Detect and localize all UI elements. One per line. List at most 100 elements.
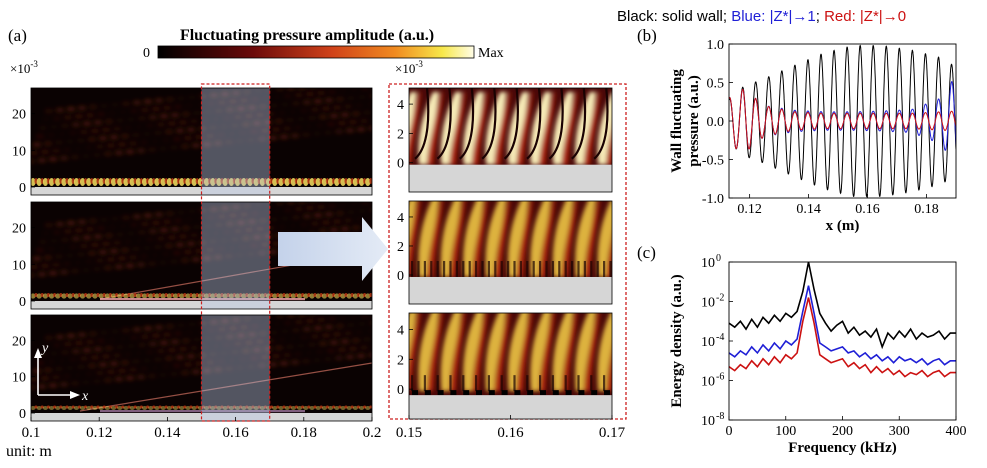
near-wall-band	[31, 293, 372, 299]
y-tick-label: 10	[701, 296, 715, 311]
dark-curve	[414, 88, 430, 160]
y-scale-label: ×10-3	[10, 59, 38, 76]
spectrum-line-blue	[729, 285, 956, 366]
wave-band	[31, 202, 372, 278]
colorbar-max: Max	[478, 46, 504, 61]
wall-surface	[31, 187, 372, 195]
y-tick-label: 0	[19, 181, 26, 196]
x-tick-label: 0.2	[363, 425, 382, 441]
legend-caption: Black: solid wall; Blue: |Z*|→1; Red: |Z…	[617, 8, 906, 25]
zoom-field-heatmaps	[409, 88, 612, 419]
dark-curve	[503, 88, 519, 160]
zoom-y-tick-label: 0	[397, 383, 404, 398]
x-tick-label: 300	[889, 424, 910, 439]
wave-band	[31, 315, 372, 390]
dark-curve	[481, 88, 497, 160]
zoom-y-tick-label: 2	[397, 353, 404, 368]
dark-curve	[459, 88, 475, 160]
wave-lobes	[409, 201, 612, 277]
panel-label-b: (b)	[637, 26, 657, 45]
y-tick-label: 10	[701, 256, 715, 271]
dark-curve	[593, 88, 609, 160]
near-wall-band	[31, 405, 372, 410]
impedance-wall-strip	[100, 410, 305, 413]
y-tick-label: 10	[701, 414, 715, 429]
x-tick-label: 0.14	[796, 202, 821, 217]
y-tick-label: 10	[12, 144, 26, 159]
wall-surface	[31, 301, 372, 309]
zoom-y-tick-label: 0	[397, 269, 404, 284]
wall-surface	[409, 276, 612, 304]
zoom-y-scale-label: ×10-3	[395, 59, 423, 76]
wall-slots	[411, 375, 610, 396]
x-tick-label: 400	[946, 424, 967, 439]
axis-glyph: y x	[34, 341, 89, 404]
y-tick-label: -1.0	[702, 192, 724, 207]
spectrum-line-red	[729, 297, 956, 378]
x-tick-label: 0.14	[154, 425, 181, 441]
wall-surface	[409, 395, 612, 419]
zoom-frame-inner	[408, 200, 613, 305]
full-field-axes: 0 10 20 0 10 20 0 10 20 0.1 0.12 0.14 0.16 0.18 0.2	[12, 83, 382, 441]
zoom-row-1	[409, 88, 612, 192]
y-tick-exponent: -6	[716, 372, 724, 383]
x-tick-label: 0.12	[86, 425, 112, 441]
series-line-solid	[729, 44, 956, 198]
y-tick-label: 10	[701, 375, 715, 390]
x-tick-label: 0	[726, 424, 733, 439]
legend-solid: Black: solid wall;	[617, 8, 731, 25]
wave-band	[31, 88, 372, 164]
x-tick-label: 0.18	[291, 425, 317, 441]
y-tick-label: 20	[12, 222, 26, 237]
zoom-row-2	[409, 201, 612, 304]
y-tick-label: 0.5	[707, 77, 725, 92]
wall-slots	[411, 260, 612, 277]
legend-blue: Blue: |Z*|→1	[731, 8, 816, 25]
zoom-y-tick-label: 2	[397, 127, 404, 142]
spectrum-line-solid	[729, 262, 956, 350]
colorbar-gradient	[157, 45, 475, 59]
y-tick-exponent: -8	[716, 411, 724, 422]
zoom-x-tick-label: 0.15	[396, 425, 422, 441]
plot-frame	[728, 261, 957, 421]
y-tick-exponent: -2	[716, 293, 724, 304]
zoom-y-tick-label: 4	[397, 98, 404, 113]
unit-label: unit: m	[6, 443, 52, 460]
y-tick-label: 10	[12, 371, 26, 386]
field-row-1	[31, 88, 372, 195]
highlight-region	[201, 88, 270, 195]
y-axis-label: Wall fluctuatingpressure (a.u.)	[669, 69, 702, 173]
x-tick-label: 200	[832, 424, 853, 439]
zoom-x-tick-label: 0.16	[497, 425, 524, 441]
x-tick-label: 0.18	[914, 202, 939, 217]
y-tick-label: 20	[12, 108, 26, 123]
near-wall-band	[31, 178, 372, 186]
dark-curve	[548, 88, 564, 160]
diagonal-ray	[79, 362, 372, 412]
y-tick-label: 10	[12, 258, 26, 273]
dark-curve	[526, 88, 542, 160]
x-axis-label: x (m)	[826, 218, 860, 234]
axis-glyph-x: x	[81, 389, 89, 404]
series-line-red	[729, 88, 956, 150]
zoom-y-tick-label: 0	[397, 157, 404, 172]
zoom-row-3	[409, 313, 612, 419]
x-axis-label: Frequency (kHz)	[788, 440, 896, 456]
x-tick-label: 0.16	[855, 202, 880, 217]
x-tick-label: 0.16	[222, 425, 249, 441]
axis-glyph-y: y	[40, 341, 49, 356]
y-tick-label: -0.5	[702, 154, 724, 169]
zoom-field-axes: 0 2 4 0 2 4 0 2 4 0.15 0.16 0.17	[396, 87, 626, 441]
spectrum-series	[729, 262, 956, 378]
panel-label-c: (c)	[637, 243, 656, 262]
y-tick-label: 0.0	[707, 115, 725, 130]
impedance-wall-strip	[100, 298, 305, 301]
zoom-arrow	[278, 217, 388, 281]
colorbar-title: Fluctuating pressure amplitude (a.u.)	[180, 27, 434, 44]
y-tick-exponent: 0	[716, 253, 721, 264]
dark-curve	[571, 88, 587, 160]
panel-label-a: (a)	[8, 26, 27, 45]
wave-lobes	[409, 313, 612, 392]
x-tick-label: 0.12	[737, 202, 762, 217]
